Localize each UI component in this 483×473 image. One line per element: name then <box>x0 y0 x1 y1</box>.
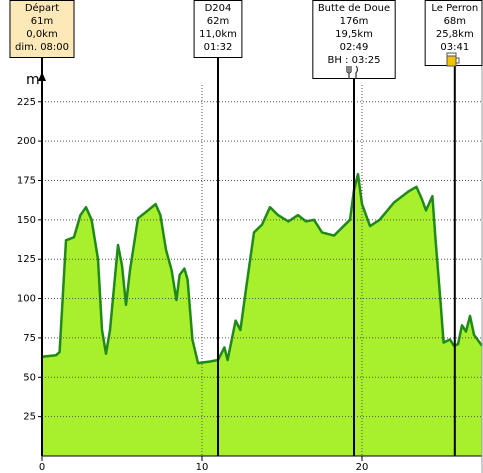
x-tick-label: 10 <box>196 462 209 473</box>
plot: 25 50 75 100 125 150 175 200 225 0 10 20 <box>17 85 483 473</box>
waypoint-text: dim. 08:00 <box>15 42 69 53</box>
waypoint: Butte de Doue 176m 19,5km 02:49 BH : 03:25 <box>312 0 396 456</box>
beer-icon <box>446 52 460 67</box>
x-tick-label: 20 <box>356 462 369 473</box>
restaurant-icon <box>346 65 359 79</box>
waypoint-text: Butte de Doue <box>318 3 390 14</box>
waypoint-text: 25,8km <box>436 29 474 40</box>
line <box>41 172 483 365</box>
y-tick-label: 200 <box>17 136 36 147</box>
waypoint: D204 62m 11,0km 01:32 <box>193 0 243 456</box>
area <box>42 174 482 456</box>
waypoint-text: Le Perron <box>431 3 478 14</box>
waypoint-text: Départ <box>25 2 59 14</box>
y-tick-label: 225 <box>17 97 36 108</box>
waypoint-text: 176m <box>340 16 369 27</box>
waypoint-text: 19,5km <box>335 29 373 40</box>
y-tick-label: 100 <box>17 294 36 305</box>
waypoint: Départ 61m 0,0km dim. 08:00 <box>9 0 75 456</box>
waypoint-text: 03:41 <box>440 42 469 53</box>
waypoint-text: 61m <box>31 16 53 27</box>
waypoint-text: 11,0km <box>199 29 237 40</box>
y-tick-label: 150 <box>17 215 36 226</box>
y-tick-label: 175 <box>17 175 36 186</box>
waypoint-text: 01:32 <box>204 42 233 53</box>
waypoint-box <box>312 0 396 79</box>
waypoint-text: 68m <box>444 16 466 27</box>
waypoint-text: BH : 03:25 <box>328 55 381 66</box>
y-tick-label: 25 <box>23 412 36 423</box>
waypoint-text: 0,0km <box>26 29 57 40</box>
waypoint-text: D204 <box>205 3 232 14</box>
waypoint-text: 02:49 <box>340 42 369 53</box>
y-tick-label: 125 <box>17 254 36 265</box>
waypoint-text: 62m <box>207 16 229 27</box>
waypoint-box <box>9 0 75 58</box>
waypoints: Départ 61m 0,0km dim. 08:00 D204 62m 11,0km 01:… <box>9 0 483 456</box>
y-tick-label: 75 <box>23 333 36 344</box>
y-axis-label: m <box>26 72 40 88</box>
y-tick-label: 50 <box>23 372 36 383</box>
x-tick-label: 0 <box>39 462 45 473</box>
waypoint-box <box>193 0 243 58</box>
